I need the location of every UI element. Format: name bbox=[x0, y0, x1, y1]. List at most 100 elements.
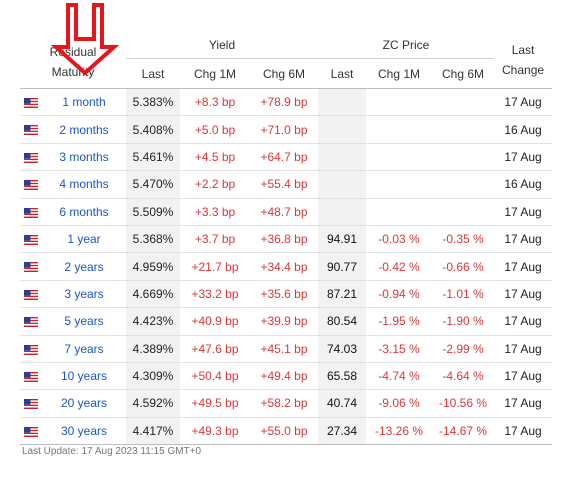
zc-last-cell: 27.34 bbox=[318, 417, 366, 445]
zc-chg6m-cell: -0.35 % bbox=[442, 232, 484, 247]
last-change-cell: 17 Aug bbox=[504, 95, 542, 110]
table-row: 3 years 4.669% +33.2 bp +35.6 bp 87.21 -0.94 … bbox=[20, 280, 553, 308]
last-change-cell: 17 Aug bbox=[504, 232, 542, 247]
maturity-link[interactable]: 3 months bbox=[59, 149, 109, 164]
flag-cell bbox=[20, 171, 42, 198]
last-change-cell: 16 Aug bbox=[504, 177, 542, 192]
zc-last-cell: 94.91 bbox=[318, 225, 366, 253]
yield-chg1m-cell: +3.7 bp bbox=[194, 232, 236, 247]
down-arrow-icon bbox=[50, 3, 120, 75]
yield-chg1m-cell: +33.2 bp bbox=[191, 286, 239, 301]
zc-chg1m-header: Chg 1M bbox=[377, 66, 421, 81]
zc-chg1m-cell: -0.03 % bbox=[378, 232, 420, 247]
yield-chg6m-cell: +64.7 bp bbox=[260, 149, 308, 164]
zc-chg1m-cell: -4.74 % bbox=[378, 369, 420, 384]
last-change-cell: 17 Aug bbox=[504, 259, 542, 274]
last-change-cell: 17 Aug bbox=[504, 396, 542, 411]
yield-chg6m-cell: +58.2 bp bbox=[260, 396, 308, 411]
yield-chg6m-cell: +34.4 bp bbox=[260, 259, 308, 274]
table-row: 6 months 5.509% +3.3 bp +48.7 bp 17 Aug bbox=[20, 198, 553, 226]
table-row: 2 months 5.408% +5.0 bp +71.0 bp 16 Aug bbox=[20, 115, 553, 144]
maturity-link[interactable]: 7 years bbox=[64, 341, 104, 356]
yield-chg1m-cell: +49.5 bp bbox=[191, 396, 239, 411]
yield-chg1m-cell: +49.3 bp bbox=[191, 423, 239, 438]
zc-last-cell bbox=[318, 198, 366, 226]
zc-last-cell: 87.21 bbox=[318, 280, 366, 308]
flag-cell bbox=[20, 225, 42, 252]
yield-last-header: Last bbox=[141, 66, 165, 81]
us-flag-icon bbox=[24, 150, 38, 164]
zc-chg1m-cell: -3.15 % bbox=[378, 341, 420, 356]
yield-group-header: Yield bbox=[126, 31, 318, 59]
table-row: 10 years 4.309% +50.4 bp +49.4 bp 65.58 -4.74… bbox=[20, 362, 553, 390]
zc-last-cell: 80.54 bbox=[318, 307, 366, 336]
maturity-link[interactable]: 30 years bbox=[60, 423, 108, 438]
last-change-cell: 17 Aug bbox=[504, 286, 542, 301]
us-flag-icon bbox=[24, 177, 38, 191]
zc-chg1m-cell bbox=[366, 143, 432, 170]
us-flag-icon bbox=[24, 123, 38, 137]
yield-chg1m-cell: +21.7 bp bbox=[191, 259, 239, 274]
zc-last-cell: 74.03 bbox=[318, 335, 366, 363]
yield-chg1m-cell: +40.9 bp bbox=[191, 314, 239, 329]
zc-last-cell: 65.58 bbox=[318, 362, 366, 390]
yield-chg1m-header: Chg 1M bbox=[193, 66, 237, 81]
zc-chg1m-cell: -0.94 % bbox=[378, 286, 420, 301]
yield-chg1m-cell: +8.3 bp bbox=[194, 95, 236, 110]
last-change-cell: 17 Aug bbox=[504, 204, 542, 219]
us-flag-icon bbox=[24, 369, 38, 383]
maturity-link[interactable]: 2 years bbox=[64, 259, 104, 274]
last-change-cell: 16 Aug bbox=[504, 122, 542, 137]
yield-last-cell: 4.959% bbox=[126, 252, 180, 281]
table-row: 5 years 4.423% +40.9 bp +39.9 bp 80.54 -1.95 … bbox=[20, 307, 553, 336]
maturity-link[interactable]: 10 years bbox=[60, 369, 108, 384]
table-row: 7 years 4.389% +47.6 bp +45.1 bp 74.03 -3.15 … bbox=[20, 335, 553, 363]
yield-chg1m-cell: +50.4 bp bbox=[191, 369, 239, 384]
table-body: 1 month 5.383% +8.3 bp +78.9 bp 17 Aug 2 mont… bbox=[20, 88, 553, 445]
yield-chg1m-cell: +47.6 bp bbox=[191, 341, 239, 356]
zc-chg6m-cell: -10.56 % bbox=[439, 396, 488, 411]
yield-last-cell: 4.309% bbox=[126, 362, 180, 390]
last-change-cell: 17 Aug bbox=[504, 341, 542, 356]
yield-chg6m-cell: +71.0 bp bbox=[260, 122, 308, 137]
zc-chg6m-cell bbox=[432, 143, 494, 170]
maturity-link[interactable]: 2 months bbox=[59, 122, 109, 137]
zc-chg1m-cell: -13.26 % bbox=[374, 423, 424, 438]
us-flag-icon bbox=[24, 95, 38, 109]
maturity-link[interactable]: 6 months bbox=[59, 204, 109, 219]
yield-chg6m-cell: +55.4 bp bbox=[260, 177, 308, 192]
zc-last-header: Last bbox=[330, 66, 354, 81]
flag-cell bbox=[20, 198, 42, 225]
last-change-cell: 17 Aug bbox=[504, 369, 542, 384]
us-flag-icon bbox=[24, 287, 38, 301]
maturity-link[interactable]: 1 year bbox=[67, 232, 101, 247]
maturity-link[interactable]: 3 years bbox=[64, 286, 104, 301]
maturity-link[interactable]: 20 years bbox=[60, 396, 108, 411]
zc-chg1m-cell: -1.95 % bbox=[378, 314, 420, 329]
last-update-footer: Last Update: 17 Aug 2023 11:15 GMT+0 bbox=[22, 446, 202, 457]
maturity-link[interactable]: 5 years bbox=[64, 314, 104, 329]
zc-last-cell: 90.77 bbox=[318, 252, 366, 281]
maturity-link[interactable]: 1 month bbox=[62, 95, 106, 110]
yield-last-cell: 5.509% bbox=[126, 198, 180, 226]
zc-last-cell bbox=[318, 88, 366, 116]
yield-last-cell: 5.383% bbox=[126, 88, 180, 116]
zc-chg6m-cell: -14.67 % bbox=[439, 423, 488, 438]
yield-last-cell: 4.592% bbox=[126, 389, 180, 418]
zc-last-cell bbox=[318, 115, 366, 144]
zc-chg1m-cell bbox=[366, 171, 432, 198]
zc-chg6m-cell bbox=[432, 171, 494, 198]
us-flag-icon bbox=[24, 396, 38, 410]
flag-cell bbox=[20, 308, 42, 335]
zc-chg6m-cell: -1.01 % bbox=[442, 286, 484, 301]
last-change-cell: 17 Aug bbox=[504, 149, 542, 164]
last-change-cell: 17 Aug bbox=[504, 314, 542, 329]
zc-last-cell bbox=[318, 143, 366, 171]
maturity-link[interactable]: 4 months bbox=[59, 177, 109, 192]
zc-chg1m-cell: -0.42 % bbox=[378, 259, 420, 274]
table-row: 1 year 5.368% +3.7 bp +36.8 bp 94.91 -0.03 % -… bbox=[20, 225, 553, 253]
zc-chg6m-cell bbox=[432, 116, 494, 143]
yield-last-cell: 4.417% bbox=[126, 417, 180, 445]
zc-chg6m-cell: -2.99 % bbox=[442, 341, 484, 356]
zc-chg1m-cell: -9.06 % bbox=[378, 396, 420, 411]
